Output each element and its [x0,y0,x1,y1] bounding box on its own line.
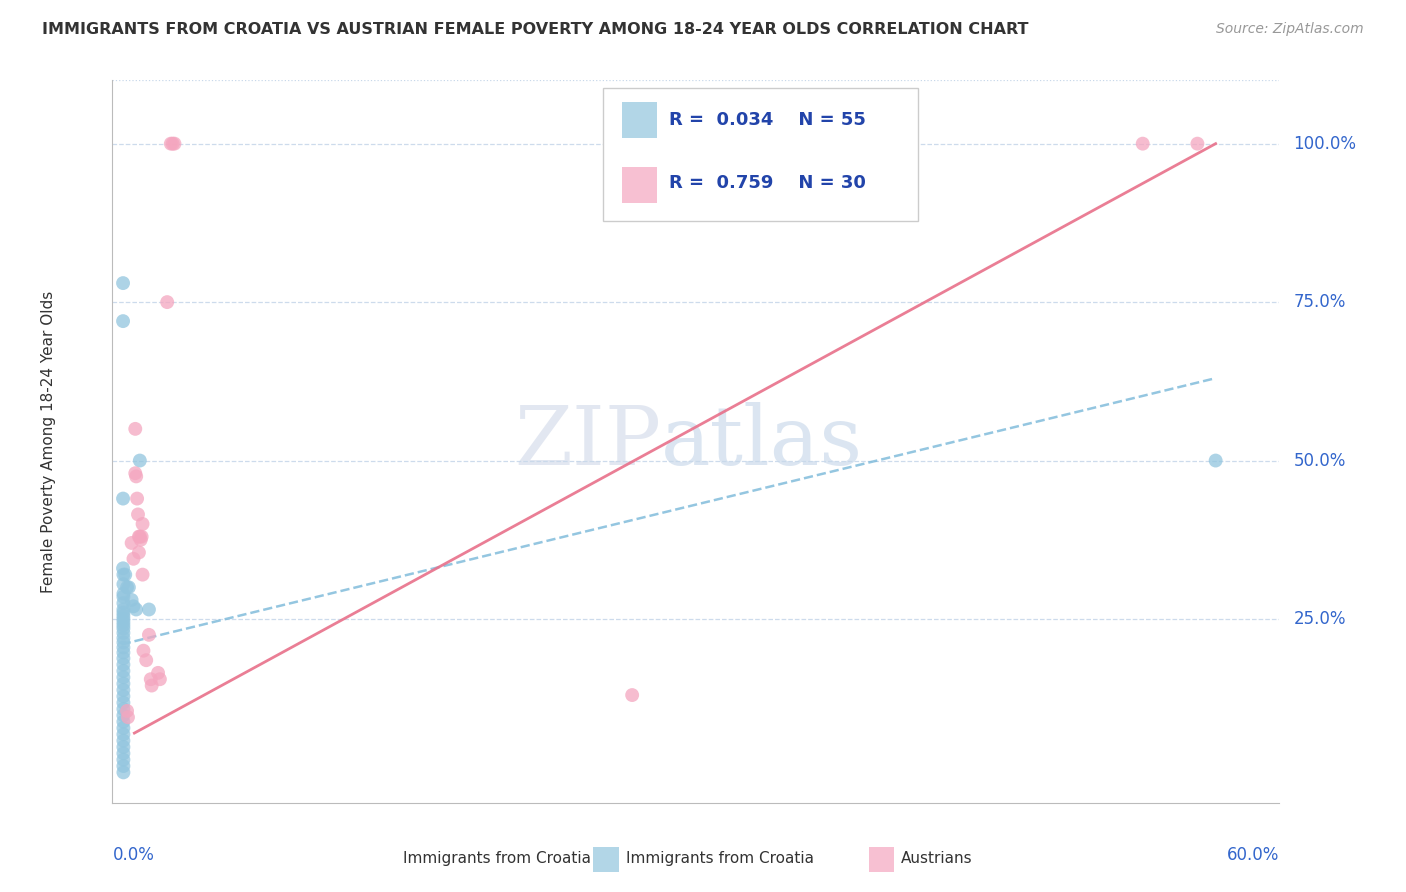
Point [127,508,149,522]
Point [112,696,135,710]
Point [128,530,150,544]
Point [121,593,143,607]
Point [114,567,136,582]
Point [112,702,135,716]
Point [112,664,135,678]
Point [112,631,135,645]
Point [125,602,148,616]
Point [128,545,150,559]
Point [1187,136,1209,151]
Point [112,635,135,649]
FancyBboxPatch shape [623,167,658,203]
Point [135,653,157,667]
Point [121,536,143,550]
Point [112,708,135,723]
Point [124,467,146,481]
Point [112,683,135,698]
Point [112,314,135,328]
Point [621,688,644,702]
Point [112,690,135,704]
Point [112,608,135,623]
Point [122,551,145,566]
Point [112,640,135,655]
Point [128,530,150,544]
Text: 75.0%: 75.0% [1294,293,1346,311]
Point [115,704,138,718]
Point [112,587,135,601]
Text: 50.0%: 50.0% [1294,451,1346,469]
Point [156,295,179,310]
Text: 100.0%: 100.0% [1294,135,1357,153]
Text: 0.0%: 0.0% [112,847,155,864]
Point [112,714,135,729]
Point [160,136,183,151]
Point [1205,453,1227,467]
Text: IMMIGRANTS FROM CROATIA VS AUSTRIAN FEMALE POVERTY AMONG 18-24 YEAR OLDS CORRELA: IMMIGRANTS FROM CROATIA VS AUSTRIAN FEMA… [42,22,1029,37]
Point [112,651,135,665]
Point [112,646,135,660]
Point [112,615,135,630]
Point [112,567,135,582]
Point [112,759,135,773]
Point [112,590,135,604]
Point [141,679,163,693]
Text: 25.0%: 25.0% [1294,610,1346,628]
Point [112,676,135,690]
Point [112,612,135,626]
Point [112,747,135,761]
Point [112,276,135,290]
Text: R =  0.034    N = 55: R = 0.034 N = 55 [669,111,866,129]
Point [131,516,153,531]
Point [115,580,138,594]
Point [139,672,162,686]
Point [112,657,135,672]
Text: ZIP: ZIP [515,401,661,482]
Point [149,672,172,686]
FancyBboxPatch shape [623,102,658,138]
Point [132,643,155,657]
Text: atlas: atlas [661,401,863,482]
Point [131,567,153,582]
Point [112,618,135,632]
Text: 60.0%: 60.0% [1227,847,1279,864]
Point [127,491,149,506]
Text: R =  0.759    N = 30: R = 0.759 N = 30 [669,174,866,192]
Point [112,727,135,741]
Point [129,533,152,547]
Point [112,622,135,636]
Text: Source: ZipAtlas.com: Source: ZipAtlas.com [1216,22,1364,37]
Point [117,710,139,724]
Point [112,765,135,780]
Point [112,602,135,616]
Point [112,626,135,640]
FancyBboxPatch shape [603,87,918,221]
Point [146,665,169,680]
Point [163,136,186,151]
Point [112,606,135,620]
Text: Female Poverty Among 18-24 Year Olds: Female Poverty Among 18-24 Year Olds [41,291,56,592]
Point [112,739,135,754]
Point [118,580,141,594]
Point [112,753,135,767]
Point [112,596,135,610]
Point [138,602,160,616]
Text: Immigrants from Croatia: Immigrants from Croatia [402,851,591,865]
Point [125,469,148,483]
Point [112,670,135,684]
Point [112,561,135,575]
Text: Austrians: Austrians [901,851,973,865]
Point [112,577,135,591]
Point [112,721,135,735]
Point [138,628,160,642]
Point [112,491,135,506]
Point [1132,136,1154,151]
Point [122,599,145,614]
Point [131,530,153,544]
Point [128,453,150,467]
Point [112,733,135,747]
Text: Immigrants from Croatia: Immigrants from Croatia [626,851,814,865]
Point [124,422,146,436]
Point [162,136,184,151]
